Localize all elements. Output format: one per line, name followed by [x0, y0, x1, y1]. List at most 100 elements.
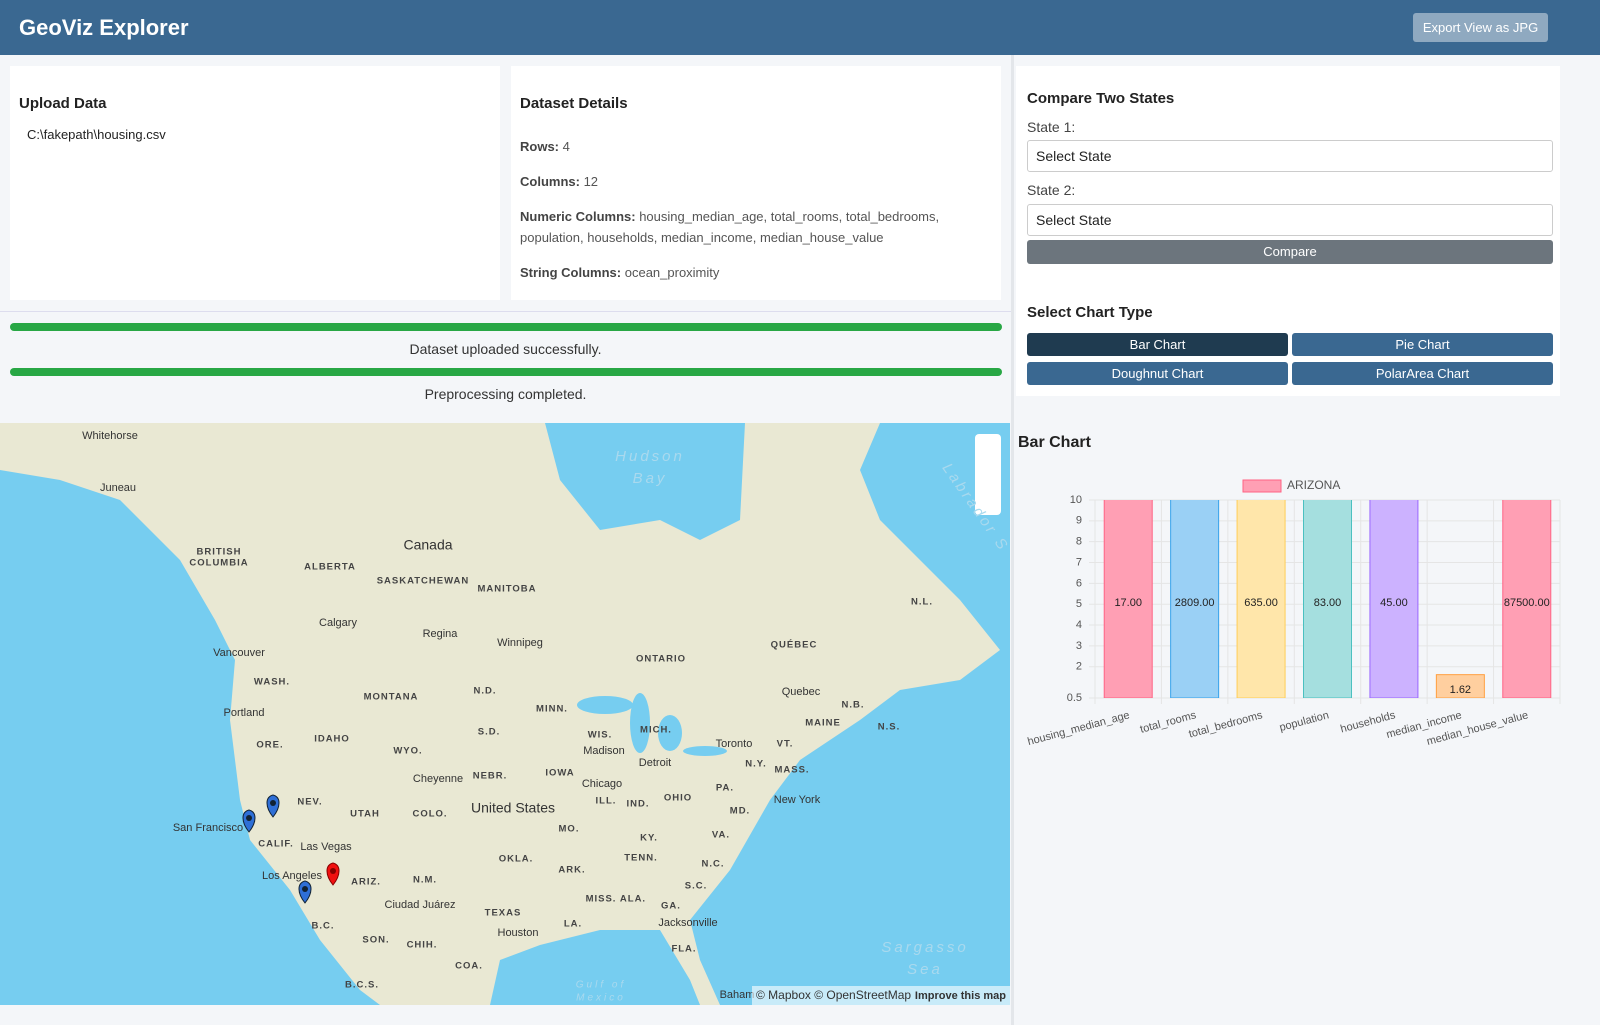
map-label: Madison [583, 745, 625, 757]
marker[interactable] [242, 809, 256, 833]
legend-swatch [1242, 479, 1282, 493]
chart-heading: Bar Chart [1018, 434, 1091, 451]
marker[interactable] [266, 794, 280, 818]
file-name[interactable]: C:\fakepath\housing.csv [27, 127, 166, 142]
map-label: S.D. [478, 727, 500, 738]
y-tick-label: 9 [1076, 515, 1082, 527]
detail-value: 12 [583, 174, 599, 189]
progress-bar [10, 368, 1002, 376]
state-label: State 2: [1027, 182, 1076, 198]
map-label: UTAH [350, 809, 380, 820]
state-select[interactable]: Select State [1027, 204, 1553, 236]
pacific [0, 470, 380, 1005]
map-label: N.C. [702, 859, 725, 870]
map-label: Detroit [639, 757, 671, 769]
x-tick-label: households [1339, 709, 1397, 735]
map-label: Gulf of [576, 980, 626, 991]
map-label: Ciudad Juárez [385, 899, 456, 911]
map-label: SON. [362, 935, 389, 946]
value-label: 83.00 [1314, 597, 1342, 609]
chart-type-button[interactable]: Doughnut Chart [1027, 362, 1288, 385]
map-label: TEXAS [485, 908, 522, 919]
map-label: OKLA. [499, 854, 534, 865]
map-label: WASH. [254, 677, 290, 688]
details: Rows: 4 Columns: 12 Numeric Columns: housi… [520, 136, 970, 297]
marker[interactable] [298, 880, 312, 904]
export-button[interactable]: Export View as JPG [1413, 13, 1548, 42]
map-label: Los Angeles [262, 870, 322, 882]
chart-type-button[interactable]: PolarArea Chart [1292, 362, 1553, 385]
legend-label: ARIZONA [1287, 478, 1340, 492]
map-label: Las Vegas [300, 841, 352, 853]
map-label: Houston [498, 927, 539, 939]
map-label: MD. [730, 806, 750, 817]
map-label: VA. [712, 830, 730, 841]
state-label: State 1: [1027, 119, 1076, 135]
compare-button[interactable]: Compare [1027, 240, 1553, 264]
map-label: ARK. [558, 865, 585, 876]
map-label: ALA. [620, 894, 646, 905]
map-label: New York [774, 794, 821, 806]
y-tick-label: 10 [1070, 494, 1082, 506]
map-label: Toronto [716, 738, 753, 750]
upload-title: Upload Data [19, 95, 107, 112]
map-label: Hudson [615, 448, 685, 465]
chart-type-button[interactable]: Pie Chart [1292, 333, 1553, 356]
bar [1103, 500, 1153, 698]
map-label: San Francisco [173, 822, 243, 834]
map-label: CHIH. [407, 940, 438, 951]
app-title: GeoViz Explorer [19, 15, 189, 40]
map-label: ALBERTA [304, 562, 356, 573]
map-label: LA. [564, 919, 582, 930]
detail-label: Columns: [520, 174, 580, 189]
y-tick-label: 4 [1076, 619, 1082, 631]
map-label: ARIZ. [351, 877, 381, 888]
improve-link[interactable]: Improve this map [915, 990, 1006, 1002]
detail-label: Numeric Columns: [520, 209, 636, 224]
lake [577, 696, 633, 714]
map-label: MANITOBA [477, 584, 536, 595]
map-label: IOWA [545, 768, 574, 779]
marker[interactable] [326, 862, 340, 886]
progress-bar [10, 323, 1002, 331]
map-label: NEBR. [473, 771, 508, 782]
value-label: 2809.00 [1175, 597, 1215, 609]
map-label: Sargasso [881, 939, 968, 956]
map-label: N.D. [474, 686, 497, 697]
map-label: Baham [720, 989, 755, 1001]
map-label: BRITISH [197, 547, 242, 558]
divider [1011, 55, 1014, 1025]
attribution-box [752, 986, 1010, 1005]
map-label: ILL. [596, 796, 617, 807]
map-label: IND. [627, 799, 650, 810]
map-label: B.C.S. [345, 980, 379, 991]
map-label: Winnipeg [497, 637, 543, 649]
map-label: MINN. [536, 704, 568, 715]
map-label: Bay [633, 470, 668, 487]
y-tick-label: 5 [1076, 598, 1082, 610]
map-label: Mexico [576, 993, 626, 1004]
y-tick-label: 2 [1076, 661, 1082, 673]
map-label: Vancouver [213, 647, 265, 659]
map-label: ONTARIO [636, 654, 686, 665]
chart-type-button[interactable]: Bar Chart [1027, 333, 1288, 356]
x-tick-label: population [1278, 709, 1330, 734]
map-label: United States [471, 800, 555, 816]
map-label: Calgary [319, 617, 357, 629]
map-label: N.L. [911, 597, 933, 608]
map-label: MO. [559, 824, 580, 835]
detail-label: Rows: [520, 139, 559, 154]
zoom-control[interactable] [975, 434, 1001, 515]
map-label: GA. [661, 901, 681, 912]
x-tick-label: median_income [1385, 709, 1463, 741]
lake [683, 746, 727, 756]
status-text: Dataset uploaded successfully. [409, 341, 602, 357]
lake [630, 693, 650, 753]
state-select[interactable]: Select State [1027, 140, 1553, 172]
map-label: COA. [455, 961, 483, 972]
detail-value: 4 [562, 139, 570, 154]
map-label: SASKATCHEWAN [377, 576, 470, 587]
